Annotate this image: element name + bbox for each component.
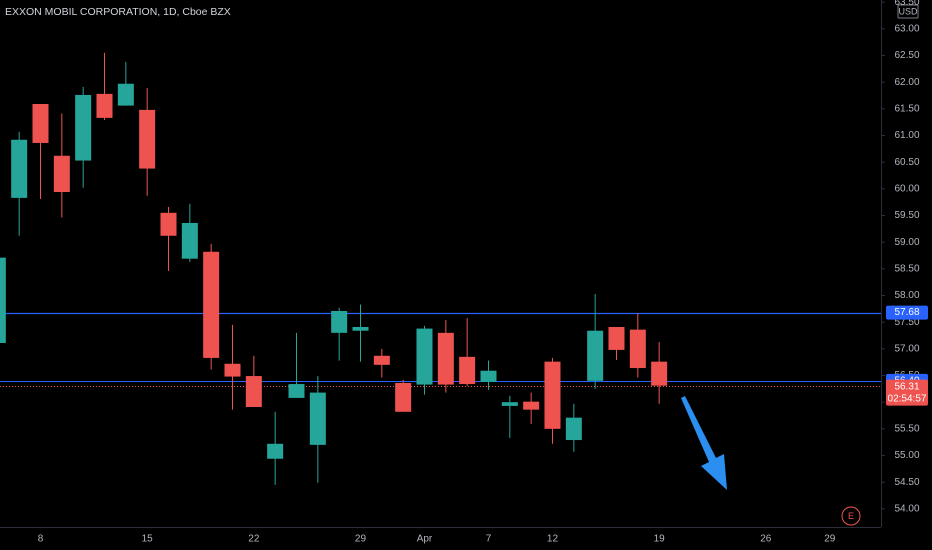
x-tick-label: 15 xyxy=(142,534,154,545)
y-tick-label: 58.00 xyxy=(894,290,919,301)
candle-body xyxy=(224,363,241,377)
currency-box xyxy=(897,4,919,19)
candle-body xyxy=(395,382,412,412)
event-marker-label: E xyxy=(848,511,854,521)
candle-body xyxy=(96,93,113,118)
candle-body xyxy=(416,328,433,385)
y-tick-label: 57.00 xyxy=(894,343,919,354)
price-line-label: 57.68 xyxy=(894,307,919,318)
y-tick-label: 61.00 xyxy=(894,130,919,141)
candle-body xyxy=(331,310,348,333)
currency-label: USD xyxy=(898,6,918,16)
candle-body xyxy=(309,392,326,445)
candle-body xyxy=(267,443,284,459)
x-tick-label: 12 xyxy=(547,534,559,545)
candle-body xyxy=(459,356,476,385)
y-tick-label: 59.00 xyxy=(894,237,919,248)
candle-body xyxy=(53,155,70,193)
y-tick-label: 54.00 xyxy=(894,504,919,515)
candle-body xyxy=(32,104,49,143)
candle-body xyxy=(565,417,582,441)
y-tick-label: 63.50 xyxy=(894,0,919,8)
y-tick-label: 55.50 xyxy=(894,423,919,434)
x-tick-label: 19 xyxy=(654,534,666,545)
plot-area xyxy=(0,52,881,485)
x-tick-label: 29 xyxy=(824,534,836,545)
candle-body xyxy=(629,329,646,369)
candle-body xyxy=(11,139,28,198)
candle-body xyxy=(523,401,540,410)
last-price-box xyxy=(886,379,928,406)
x-tick-label: Apr xyxy=(417,534,433,545)
y-tick-label: 62.00 xyxy=(894,77,919,88)
candle-body xyxy=(373,355,390,365)
y-tick-label: 60.50 xyxy=(894,157,919,168)
x-tick-label: 22 xyxy=(248,534,260,545)
candle-body xyxy=(117,83,134,106)
candle-body xyxy=(544,361,561,429)
candle-body xyxy=(651,361,668,386)
candle-body xyxy=(352,326,369,331)
candle-body xyxy=(203,251,220,358)
y-tick-label: 55.00 xyxy=(894,450,919,461)
y-tick-label: 59.50 xyxy=(894,210,919,221)
x-tick-label: 29 xyxy=(355,534,367,545)
candle-body xyxy=(75,94,92,161)
candle-body xyxy=(608,326,625,350)
candle-body xyxy=(288,384,305,398)
candle-body xyxy=(0,257,6,343)
price-line-box xyxy=(886,305,928,320)
candle-body xyxy=(245,376,262,407)
candle-body xyxy=(139,109,156,169)
candle-body xyxy=(437,332,454,385)
y-tick-label: 62.50 xyxy=(894,50,919,61)
y-tick-label: 54.50 xyxy=(894,477,919,488)
y-tick-label: 60.00 xyxy=(894,183,919,194)
candle-body xyxy=(480,370,497,382)
x-tick-label: 7 xyxy=(486,534,492,545)
chart-title: EXXON MOBIL CORPORATION, 1D, Cboe BZX xyxy=(5,6,231,18)
last-price-label: 56.31 xyxy=(894,381,919,392)
y-tick-label: 57.50 xyxy=(894,317,919,328)
y-tick-label: 58.50 xyxy=(894,263,919,274)
candle-body xyxy=(160,212,177,236)
x-tick-label: 26 xyxy=(760,534,772,545)
candle-body xyxy=(181,222,198,259)
candle-body xyxy=(587,330,604,381)
arrow xyxy=(681,396,727,490)
candle-body xyxy=(501,402,518,406)
x-tick-label: 8 xyxy=(38,534,44,545)
y-tick-label: 61.50 xyxy=(894,103,919,114)
y-tick-label: 63.00 xyxy=(894,23,919,34)
event-marker xyxy=(841,506,861,526)
countdown-label: 02:54:57 xyxy=(888,393,927,404)
